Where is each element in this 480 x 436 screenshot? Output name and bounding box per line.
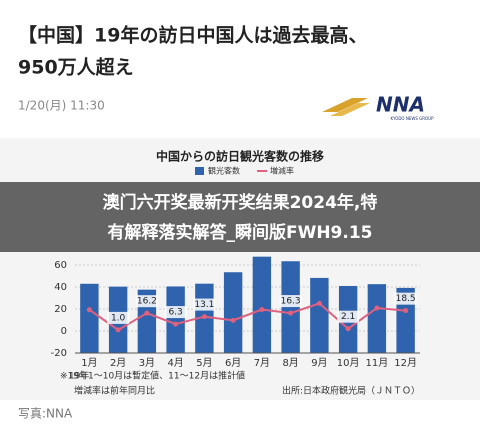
point: [86, 307, 92, 313]
y-tick-label: -20: [51, 348, 67, 359]
point: [288, 310, 294, 316]
x-tick-label: 5月: [196, 357, 212, 369]
x-tick-label: 11月: [366, 357, 389, 369]
point: [144, 310, 150, 316]
data-label: 2.1: [341, 312, 355, 322]
logo: NNA KYODO NEWS GROUP: [322, 93, 434, 121]
data-label: 6.3: [168, 308, 182, 318]
bar: [223, 272, 243, 353]
chart-panel: [0, 138, 480, 400]
bar: [80, 283, 99, 353]
label-bg: [164, 306, 187, 319]
logo-mark: [330, 103, 370, 116]
logo-text: NNA: [376, 93, 425, 117]
point: [115, 327, 121, 333]
legend-label: 観光客数: [208, 166, 240, 176]
label-bg: [107, 311, 130, 324]
x-tick-label: 12月: [394, 357, 417, 369]
chart: 60 40 20 0 -20 観光客数 増減率 1月 2月 3月 4月 5月 6月 7月 8月 9月 10月 11…: [51, 166, 420, 382]
data-label: 16.2: [137, 297, 157, 307]
point: [403, 308, 409, 314]
data-label: 18.5: [396, 294, 416, 304]
x-tick-label: 9月: [311, 357, 327, 369]
data-label: 1.0: [111, 313, 126, 323]
logo-sub: KYODO NEWS GROUP: [390, 116, 434, 121]
bar: [367, 284, 387, 353]
x-tick-label: 6月: [225, 357, 241, 369]
caption: 写真:NNA: [18, 407, 73, 421]
y-tick-label: 60: [54, 260, 67, 271]
bar: [310, 277, 329, 353]
x-tick-label: 10月: [337, 357, 360, 369]
bar: [166, 286, 185, 353]
headline: 【中国】19年の訪日中国人は過去最高、: [18, 24, 367, 47]
label-bg: [337, 310, 360, 323]
y-tick-label: 20: [54, 304, 67, 315]
label-bg: [135, 295, 158, 308]
legend-label: 増減率: [270, 166, 294, 176]
chart-title: 中国からの訪日観光客数の推移: [156, 149, 324, 164]
note: 増減率は前年同月比: [74, 385, 155, 397]
overlay-text: 澳门六开奖最新开奖结果2024年,特: [103, 192, 378, 213]
y-tick-label: 40: [54, 282, 67, 293]
data-label: 13.1: [194, 300, 214, 310]
point: [201, 314, 207, 320]
x-tick-label: 2月: [110, 357, 126, 369]
label-bg: [193, 298, 216, 311]
headline: 950万人超え: [18, 56, 134, 79]
date: 1/20(月) 11:30: [18, 99, 105, 113]
point: [230, 317, 236, 323]
line: [88, 302, 406, 332]
label-bg: [279, 295, 302, 308]
point: [259, 307, 265, 313]
x-tick-label: 8月: [282, 357, 298, 369]
x-tick-label: 4月: [167, 357, 183, 369]
x-tick-label: 3月: [139, 357, 155, 369]
point: [374, 305, 380, 311]
y-tick-label: 0: [61, 326, 67, 337]
bar: [252, 256, 272, 353]
x-sublabel: 19年: [69, 370, 89, 382]
overlay-banner: [0, 182, 480, 252]
legend-swatch: [195, 167, 204, 175]
note: ※19年1～10月は暫定値、11～12月は推計値: [60, 370, 245, 382]
label-bg: [394, 292, 417, 305]
overlay-text: 有解释落实解答_瞬间版FWH9.15: [107, 222, 372, 243]
point: [345, 326, 351, 332]
logo-mark: [322, 98, 368, 112]
bar: [281, 261, 300, 353]
x-tick-label: 1月: [81, 357, 97, 369]
point: [173, 321, 179, 327]
source: 出所:日本政府観光局（ＪＮＴＯ）: [282, 385, 420, 397]
x-tick-label: 7月: [254, 357, 270, 369]
data-label: 16.3: [281, 297, 301, 307]
point: [316, 300, 322, 306]
